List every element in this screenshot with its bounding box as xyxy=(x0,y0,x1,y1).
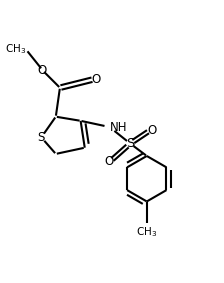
Text: O: O xyxy=(38,64,47,77)
Text: NH: NH xyxy=(110,121,127,134)
Text: O: O xyxy=(147,124,157,137)
Text: S: S xyxy=(126,137,134,150)
Text: O: O xyxy=(91,73,101,86)
Text: O: O xyxy=(104,155,113,168)
Text: S: S xyxy=(38,131,45,144)
Text: CH$_3$: CH$_3$ xyxy=(136,225,157,239)
Text: CH$_3$: CH$_3$ xyxy=(5,42,26,56)
